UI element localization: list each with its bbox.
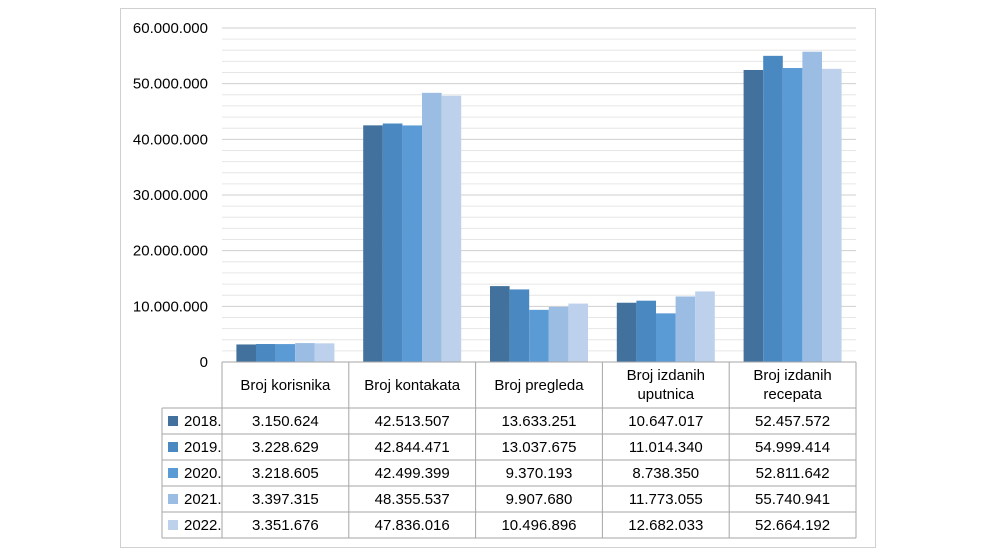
bar (616, 302, 637, 362)
bar (509, 289, 530, 362)
data-label: 12.682.033 (628, 517, 703, 534)
data-label: 54.999.414 (755, 439, 830, 456)
bar (822, 68, 842, 362)
bar (695, 291, 715, 362)
bar (236, 344, 256, 362)
bar (675, 296, 696, 362)
legend-swatch (168, 442, 178, 452)
y-tick-label: 40.000.000 (133, 131, 208, 148)
data-label: 3.351.676 (252, 517, 319, 534)
bar (256, 344, 276, 362)
data-label: 10.496.896 (501, 517, 576, 534)
legend-label: 2022. (184, 517, 222, 534)
data-table: Broj korisnika Broj kontakata Broj pregled… (161, 361, 857, 539)
bar (656, 313, 676, 362)
legend-label: 2020. (184, 465, 222, 482)
legend-label: 2021. (184, 491, 222, 508)
bar (363, 125, 383, 362)
data-label: 48.355.537 (375, 491, 450, 508)
data-label: 3.150.624 (252, 413, 319, 430)
data-label: 3.228.629 (252, 439, 319, 456)
legend-label: 2018. (184, 413, 222, 430)
y-tick-label: 60.000.000 (133, 20, 208, 37)
legend-label: 2019. (184, 439, 222, 456)
y-tick-label: 30.000.000 (133, 187, 208, 204)
bar (568, 303, 588, 362)
data-label: 42.844.471 (375, 439, 450, 456)
data-label: 11.014.340 (629, 439, 703, 456)
category-label: recepata (763, 386, 822, 403)
bar (295, 343, 315, 362)
bar (548, 306, 569, 362)
data-label: 13.633.251 (501, 413, 576, 430)
y-axis-ticks: 0 10.000.000 20.000.000 30.000.000 40.000.00… (133, 20, 208, 371)
data-label: 52.457.572 (755, 413, 830, 430)
y-tick-label: 0 (200, 354, 208, 371)
data-label: 47.836.016 (375, 517, 450, 534)
data-label: 42.513.507 (375, 413, 450, 430)
chart-frame (120, 8, 876, 548)
data-label: 8.738.350 (632, 465, 699, 482)
bar (743, 69, 764, 363)
bar (529, 309, 549, 362)
category-label: Broj izdanih (753, 367, 831, 384)
bars (236, 51, 842, 363)
legend-swatch (168, 494, 178, 504)
legend-swatch (168, 468, 178, 478)
data-label: 3.397.315 (252, 491, 319, 508)
bar (314, 343, 335, 362)
data-label: 11.773.055 (629, 491, 703, 508)
y-tick-label: 20.000.000 (133, 243, 208, 260)
bar (422, 92, 442, 362)
bar (636, 300, 656, 362)
data-label: 55.740.941 (755, 491, 830, 508)
data-label: 42.499.399 (375, 465, 450, 482)
y-tick-label: 10.000.000 (133, 298, 208, 315)
bar (441, 95, 462, 363)
category-label: Broj korisnika (240, 377, 331, 394)
category-label: uputnica (637, 386, 694, 403)
data-label: 9.370.193 (506, 465, 573, 482)
data-label: 9.907.680 (506, 491, 573, 508)
legend-swatch (168, 416, 178, 426)
data-label: 52.664.192 (755, 517, 830, 534)
data-label: 3.218.605 (252, 465, 319, 482)
bar (402, 125, 422, 362)
bar (782, 68, 803, 362)
data-label: 10.647.017 (628, 413, 703, 430)
category-label: Broj pregleda (494, 377, 584, 394)
y-tick-label: 50.000.000 (133, 76, 208, 93)
bar (763, 55, 783, 362)
category-label: Broj kontakata (364, 377, 461, 394)
bar (490, 286, 510, 362)
category-label: Broj izdanih (627, 367, 705, 384)
bar (382, 123, 403, 362)
data-label: 52.811.642 (756, 465, 830, 482)
bar (802, 51, 822, 362)
legend-swatch (168, 520, 178, 530)
data-label: 13.037.675 (501, 439, 576, 456)
bar (275, 344, 296, 362)
